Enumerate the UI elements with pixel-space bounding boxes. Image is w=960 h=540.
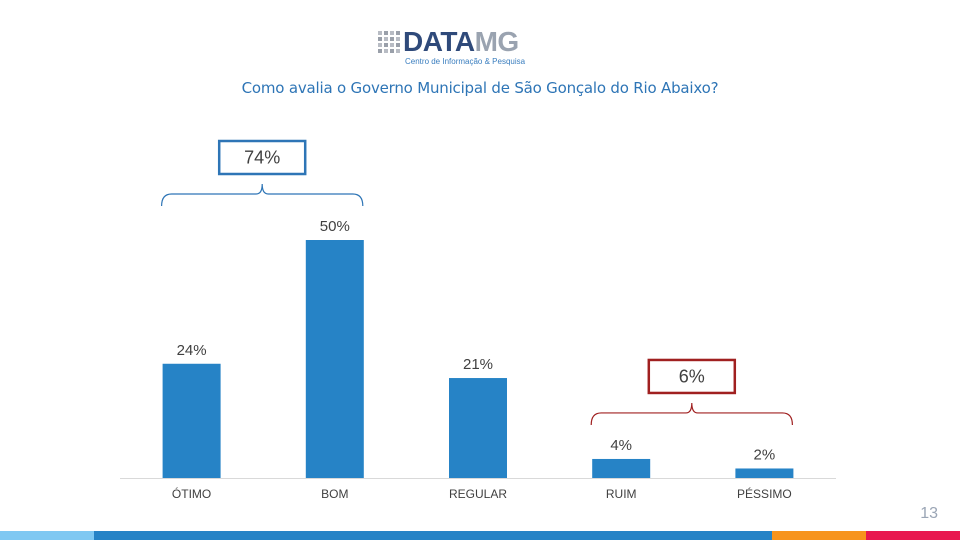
page-number: 13 [920, 505, 938, 522]
data-label-1: 50% [320, 218, 350, 235]
bar-2 [449, 378, 507, 478]
footer-segment-3 [866, 531, 960, 540]
page-title: Como avalia o Governo Municipal de São G… [241, 79, 719, 97]
group-label-1: 6% [679, 366, 705, 386]
logo-tagline: Centro de Informação & Pesquisa [405, 57, 526, 66]
footer-segment-1 [94, 531, 772, 540]
group-box-0 [217, 139, 307, 176]
logo-brand-accent: MG [474, 26, 520, 57]
tick-label-3: RUIM [606, 487, 637, 501]
group-box-1 [647, 358, 737, 395]
group-brace-1 [590, 402, 793, 425]
logo-dots-icon [378, 31, 400, 53]
bar-0 [162, 363, 221, 478]
bar-4 [735, 468, 794, 478]
footer-segment-0 [0, 531, 94, 540]
logo-brand: DATAMG [403, 26, 519, 58]
tick-label-4: PÉSSIMO [737, 486, 792, 501]
bar-3 [592, 458, 651, 478]
bar-1 [305, 240, 364, 478]
data-label-0: 24% [177, 342, 207, 359]
data-label-2: 21% [463, 356, 493, 373]
tick-label-2: REGULAR [449, 487, 507, 501]
data-label-3: 4% [610, 437, 632, 454]
logo-brand-main: DATA [403, 26, 475, 57]
footer-segment-2 [772, 531, 866, 540]
group-label-0: 74% [244, 148, 280, 168]
tick-label-0: ÓTIMO [172, 486, 211, 501]
data-label-4: 2% [754, 446, 776, 463]
group-brace-0 [161, 183, 364, 207]
tick-label-1: BOM [321, 487, 348, 501]
datamg-logo: DATAMG Centro de Informação & Pesquisa [378, 26, 548, 68]
